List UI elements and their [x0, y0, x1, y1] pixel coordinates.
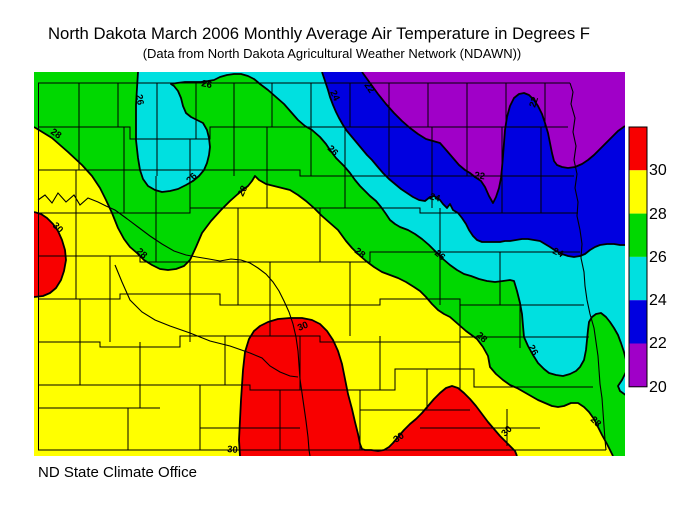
svg-text:22: 22	[527, 95, 541, 108]
svg-text:24: 24	[428, 191, 442, 205]
svg-text:(Data from North Dakota Agricu: (Data from North Dakota Agricultural Wea…	[143, 46, 522, 61]
svg-text:ND State Climate Office: ND State Climate Office	[38, 464, 197, 481]
svg-text:22: 22	[649, 335, 667, 352]
svg-text:28: 28	[48, 126, 63, 141]
svg-text:26: 26	[649, 249, 667, 266]
svg-text:20: 20	[649, 379, 667, 396]
svg-text:30: 30	[227, 444, 238, 456]
svg-text:26: 26	[200, 78, 213, 91]
svg-text:30: 30	[391, 430, 406, 445]
svg-text:24: 24	[551, 246, 566, 261]
svg-text:30: 30	[649, 162, 667, 179]
svg-text:26: 26	[133, 94, 146, 106]
svg-text:22: 22	[362, 80, 377, 95]
svg-text:24: 24	[649, 292, 667, 309]
svg-text:30: 30	[296, 320, 310, 334]
svg-text:28: 28	[649, 206, 667, 223]
svg-text:22: 22	[474, 170, 486, 182]
svg-text:28: 28	[236, 184, 250, 198]
svg-text:26: 26	[525, 343, 540, 358]
svg-text:North Dakota March 2006 Monthl: North Dakota March 2006 Monthly Average …	[48, 24, 590, 43]
svg-text:24: 24	[327, 89, 342, 104]
